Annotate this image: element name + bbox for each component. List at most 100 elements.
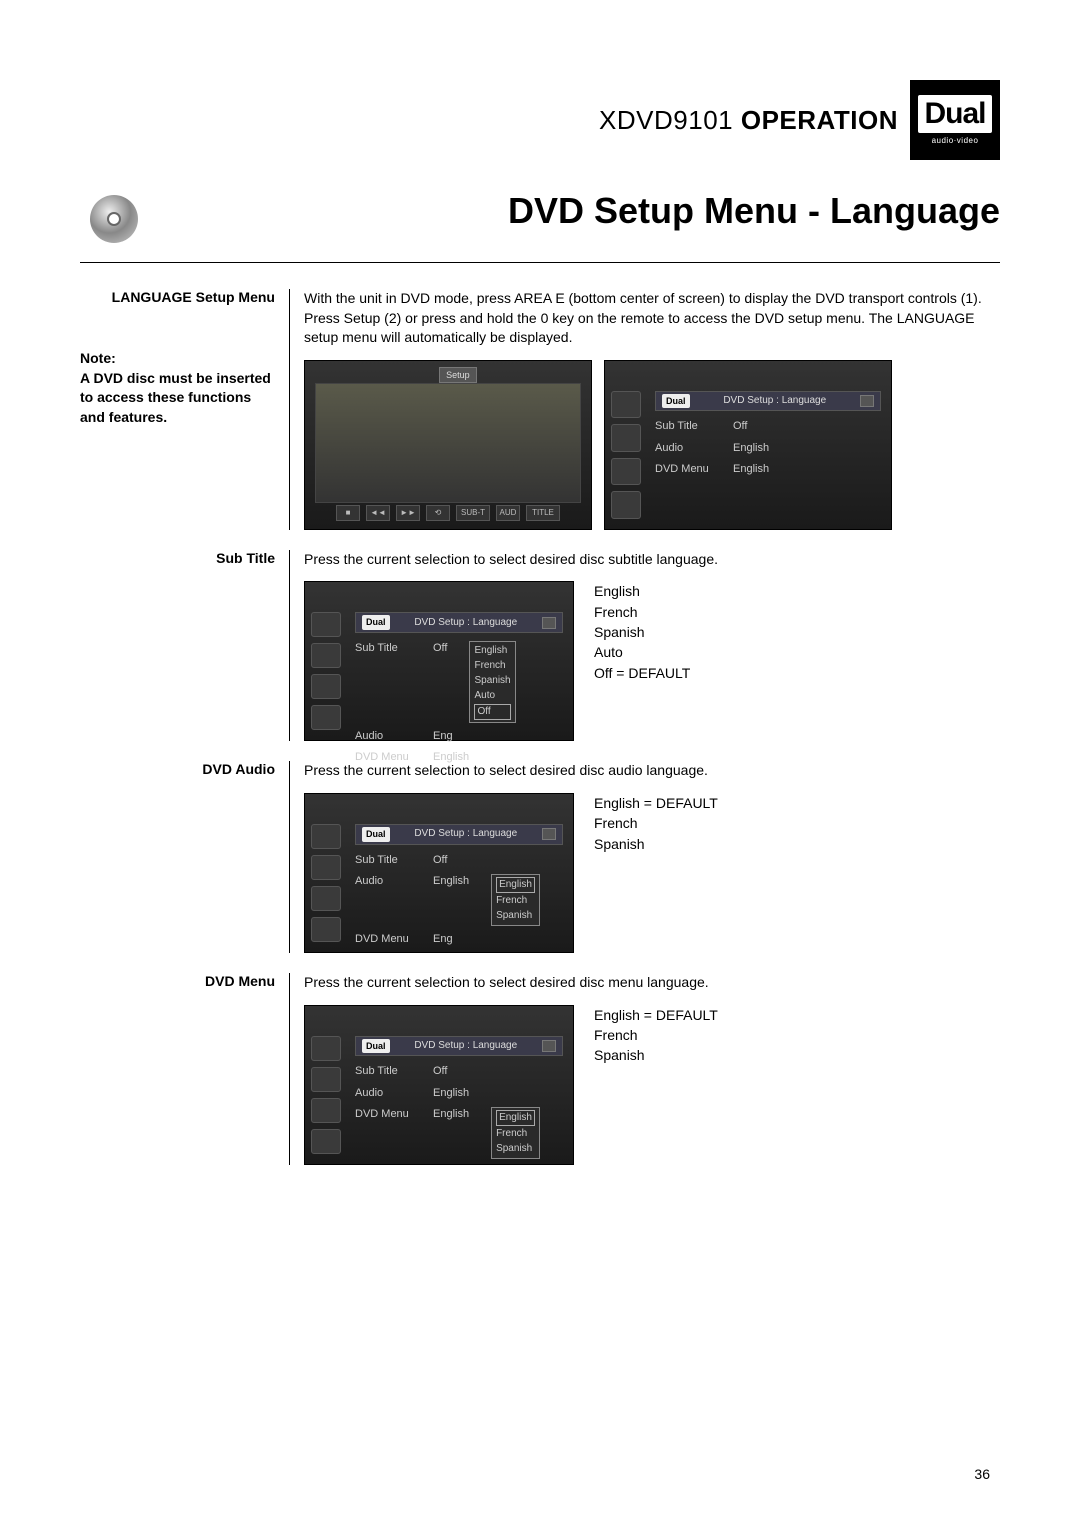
menu-title-text: DVD Setup : Language [414,827,517,841]
row-val: Eng [433,932,453,947]
row-key: Sub Title [355,853,415,868]
dropdown-item: Spanish [474,674,510,688]
option: Spanish [594,622,690,642]
dropdown: English French Spanish [491,874,540,926]
menu-row: DVD Menu English [655,462,881,477]
screenshot-transport: Setup ■ ◄◄ ►► ⟲ SUB-T AUD TITLE [304,360,592,530]
menu-row: Sub Title Off [655,419,881,434]
option: Off = DEFAULT [594,663,690,683]
side-icons [311,1036,345,1154]
menu-title-text: DVD Setup : Language [414,1039,517,1053]
side-icon [311,1067,341,1092]
brand-badge: Dual [362,615,390,630]
title-divider [80,262,1000,263]
side-icon [311,855,341,880]
side-icon [311,705,341,730]
dropdown-item: Off [474,704,510,720]
intro-left: LANGUAGE Setup Menu Note: A DVD disc mus… [80,289,290,530]
close-icon [542,828,556,840]
row-val: English [433,1107,469,1122]
dvdmenu-options: English = DEFAULT French Spanish [594,1005,718,1066]
menu-title-bar: Dual DVD Setup : Language [655,391,881,412]
screenshot-audio: Dual DVD Setup : Language Sub Title Off … [304,793,574,953]
subtitle-section: Sub Title Press the current selection to… [80,550,1000,742]
row-key: Audio [355,1086,415,1101]
subt-btn: SUB-T [456,505,490,521]
row-val: English [433,874,469,889]
rew-btn: ◄◄ [366,505,390,521]
intro-right: With the unit in DVD mode, press AREA E … [290,289,1000,530]
row-key: DVD Menu [655,462,715,477]
audio-options: English = DEFAULT French Spanish [594,793,718,854]
repeat-btn: ⟲ [426,505,450,521]
menu-body: Dual DVD Setup : Language Sub Title Off … [355,612,563,730]
row-val: Eng [433,729,453,744]
menu-body: Dual DVD Setup : Language Sub Title Off … [655,391,881,519]
side-icon [311,1036,341,1061]
dropdown-item: Spanish [496,1142,535,1156]
aud-btn: AUD [496,505,520,521]
side-icon [311,1098,341,1123]
row-val: Off [433,1064,447,1079]
menu-title-bar: Dual DVD Setup : Language [355,824,563,845]
option: French [594,813,718,833]
menu-title-text: DVD Setup : Language [723,394,826,408]
menu-body: Dual DVD Setup : Language Sub Title Off … [355,824,563,942]
row-val: English [433,750,469,765]
row-val: English [733,441,769,456]
dropdown-item: French [496,1127,535,1141]
row-val: Off [733,419,747,434]
dropdown-item: Auto [474,689,510,703]
option: English [594,581,690,601]
option: French [594,602,690,622]
side-icons [311,824,345,942]
menu-row: Audio Eng [355,729,563,744]
dvdmenu-label: DVD Menu [80,973,290,1165]
menu-title-text: DVD Setup : Language [414,616,517,630]
subtitle-figure-row: Dual DVD Setup : Language Sub Title Off … [304,581,1000,741]
option: English = DEFAULT [594,793,718,813]
ff-btn: ►► [396,505,420,521]
menu-row: DVD Menu English [355,750,563,765]
row-key: Audio [355,874,415,889]
side-icon [311,643,341,668]
side-icon [311,917,341,942]
audio-section: DVD Audio Press the current selection to… [80,761,1000,953]
audio-label: DVD Audio [80,761,290,953]
screenshot-subtitle: Dual DVD Setup : Language Sub Title Off … [304,581,574,741]
page-number: 36 [974,1466,990,1482]
menu-row: Sub Title Off [355,1064,563,1079]
setup-button: Setup [439,367,477,384]
row-key: Sub Title [655,419,715,434]
operation-label: XDVD9101 OPERATION [599,105,898,136]
side-icon [611,491,641,519]
dropdown-item: English [496,877,535,893]
close-icon [542,1040,556,1052]
side-icon [611,424,641,452]
row-key: DVD Menu [355,750,415,765]
menu-row: Audio English [355,1086,563,1101]
row-val: Off [433,853,447,868]
side-icon [311,674,341,699]
side-icon [611,391,641,419]
dvdmenu-body: Press the current selection to select de… [304,973,1000,993]
intro-figure-row: Setup ■ ◄◄ ►► ⟲ SUB-T AUD TITLE [304,360,1000,530]
option: Auto [594,642,690,662]
audio-figure-row: Dual DVD Setup : Language Sub Title Off … [304,793,1000,953]
menu-row: Sub Title Off English French Spanish Aut… [355,641,563,723]
subtitle-options: English French Spanish Auto Off = DEFAUL… [594,581,690,682]
row-val: Off [433,641,447,656]
screenshot-dvdmenu: Dual DVD Setup : Language Sub Title Off … [304,1005,574,1165]
subtitle-body: Press the current selection to select de… [304,550,1000,570]
brand-logo: Dual audio·video [910,80,1000,160]
menu-row: DVD Menu English English French Spanish [355,1107,563,1159]
row-val: English [433,1086,469,1101]
brand-subtitle: audio·video [932,136,979,145]
dropdown: English French Spanish [491,1107,540,1159]
side-icons [611,391,645,519]
option: Spanish [594,834,718,854]
note-body: A DVD disc must be inserted to access th… [80,369,275,428]
option: Spanish [594,1045,718,1065]
title-btn: TITLE [526,505,560,521]
brand-badge: Dual [662,394,690,409]
